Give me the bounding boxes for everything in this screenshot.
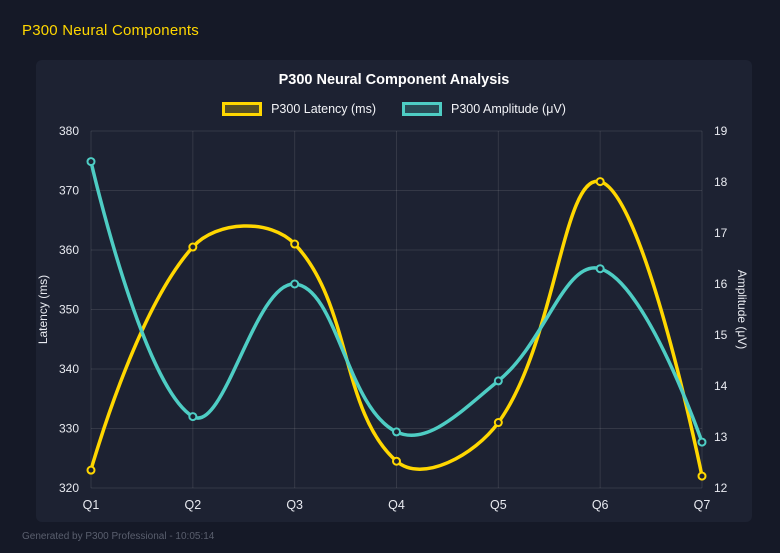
page-title: P300 Neural Components: [22, 22, 200, 39]
y-axis-right-tick-label: 15: [714, 328, 728, 342]
x-axis-tick-label: Q7: [694, 498, 711, 512]
y-axis-right-tick-label: 19: [714, 124, 728, 138]
y-axis-right-tick-label: 16: [714, 277, 728, 291]
data-point-latency-q7[interactable]: [697, 471, 707, 481]
legend-item-latency[interactable]: P300 Latency (ms): [222, 102, 376, 116]
legend-label: P300 Latency (ms): [271, 102, 376, 116]
y-axis-right-tick-label: 17: [714, 226, 728, 240]
data-point-amplitude-q1[interactable]: [86, 157, 96, 167]
x-axis-tick-label: Q6: [592, 498, 609, 512]
legend-swatch: [402, 102, 442, 116]
x-axis-tick-label: Q3: [286, 498, 303, 512]
y-axis-left-tick-label: 330: [59, 422, 79, 436]
chart-legend: P300 Latency (ms) P300 Amplitude (μV): [36, 102, 752, 116]
data-point-latency-q2[interactable]: [188, 242, 198, 252]
footer-status: Generated by P300 Professional - 10:05:1…: [22, 531, 215, 542]
data-point-latency-q5[interactable]: [493, 418, 503, 428]
y-axis-right-tick-label: 18: [714, 175, 728, 189]
data-point-latency-q3[interactable]: [290, 239, 300, 249]
data-point-amplitude-q2[interactable]: [188, 412, 198, 422]
data-point-latency-q6[interactable]: [595, 177, 605, 187]
data-point-latency-q4[interactable]: [392, 456, 401, 466]
data-point-amplitude-q3[interactable]: [290, 279, 300, 289]
y-axis-left-tick-label: 340: [59, 362, 79, 376]
x-axis-tick-label: Q4: [388, 498, 405, 512]
y-axis-right-tick-label: 12: [714, 481, 728, 495]
data-point-amplitude-q4[interactable]: [392, 427, 401, 437]
y-axis-right-tick-label: 13: [714, 430, 728, 444]
y-axis-left-tick-label: 360: [59, 243, 79, 257]
data-point-latency-q1[interactable]: [86, 465, 96, 475]
y-axis-left-tick-label: 350: [59, 303, 79, 317]
y-axis-left-title: Latency (ms): [36, 275, 50, 344]
y-axis-left-tick-label: 380: [59, 124, 79, 138]
y-axis-left-tick-label: 320: [59, 481, 79, 495]
y-axis-right-tick-label: 14: [714, 379, 728, 393]
x-axis-tick-label: Q1: [83, 498, 100, 512]
chart-canvas[interactable]: 320 330 340 350 360 370 380 12 13 14 15 16 17 18 19 Q1 Q…: [36, 60, 752, 522]
x-axis-tick-label: Q5: [490, 498, 507, 512]
chart-title: P300 Neural Component Analysis: [278, 72, 510, 88]
chart-panel: P300 Neural Component Analysis P300 Late…: [36, 60, 752, 522]
legend-swatch: [222, 102, 263, 116]
y-axis-left-tick-label: 370: [59, 184, 79, 198]
y-axis-right-title: Amplitude (μV): [735, 270, 749, 350]
data-point-amplitude-q5[interactable]: [493, 376, 503, 386]
data-point-amplitude-q7[interactable]: [697, 437, 707, 447]
legend-item-amplitude[interactable]: P300 Amplitude (μV): [402, 102, 566, 116]
data-point-amplitude-q6[interactable]: [595, 264, 605, 274]
x-axis-tick-label: Q2: [184, 498, 201, 512]
legend-label: P300 Amplitude (μV): [451, 102, 566, 116]
